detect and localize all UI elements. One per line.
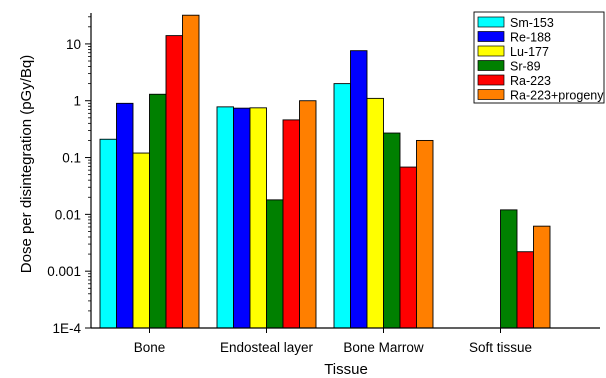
- bar: [216, 106, 234, 329]
- bar: [333, 83, 351, 329]
- legend-label: Sm-153: [510, 16, 554, 30]
- x-tick-label: Bone Marrow: [343, 340, 424, 355]
- legend-label: Re-188: [510, 31, 551, 45]
- legend-swatch: [477, 60, 505, 71]
- x-tick-label: Bone: [134, 340, 166, 355]
- legend-swatch: [477, 45, 505, 57]
- axes-group: 1E-4 0.001 0.01 0.1 1 10 Bone Endosteal layer Bo…: [47, 13, 600, 355]
- bar: [516, 251, 534, 329]
- legend-swatch: [477, 89, 505, 100]
- bar: [383, 132, 401, 329]
- bar: [99, 138, 117, 329]
- x-axis-title: Tissue: [324, 361, 368, 378]
- bar: [116, 102, 134, 329]
- bar: [282, 119, 300, 329]
- bar: [533, 225, 551, 329]
- legend-swatch: [477, 31, 505, 42]
- bar: [416, 139, 434, 329]
- y-tick-label: 0.001: [47, 264, 81, 279]
- bar: [299, 100, 317, 329]
- bar: [366, 97, 384, 329]
- x-tick-label: Endosteal layer: [220, 340, 314, 355]
- bar: [149, 93, 167, 329]
- legend-label: Lu-177: [510, 45, 549, 59]
- bar: [249, 107, 267, 329]
- bar: [266, 199, 284, 329]
- y-tick-label: 1E-4: [52, 321, 81, 336]
- bar: [350, 50, 368, 329]
- x-tick-label: Soft tissue: [469, 340, 532, 355]
- y-tick-label: 1: [73, 94, 81, 109]
- bar: [182, 14, 200, 329]
- y-axis-title: Dose per disintegration (pGy/Bq): [18, 55, 35, 273]
- bar: [500, 209, 518, 329]
- bar: [233, 107, 251, 329]
- legend-label: Ra-223: [510, 74, 551, 88]
- y-tick-label: 10: [66, 37, 81, 52]
- legend-label: Sr-89: [510, 60, 541, 74]
- y-tick-label: 0.1: [62, 151, 81, 166]
- bar: [399, 166, 417, 329]
- legend: Sm-153Re-188Lu-177Sr-89Ra-223Ra-223+prog…: [473, 11, 605, 104]
- bar: [132, 152, 150, 329]
- y-tick-label: 0.01: [55, 207, 81, 222]
- legend-swatch: [477, 16, 505, 28]
- legend-label: Ra-223+progeny: [510, 89, 604, 103]
- bar: [165, 35, 183, 329]
- bars-group: [99, 14, 551, 329]
- legend-swatch: [477, 74, 505, 86]
